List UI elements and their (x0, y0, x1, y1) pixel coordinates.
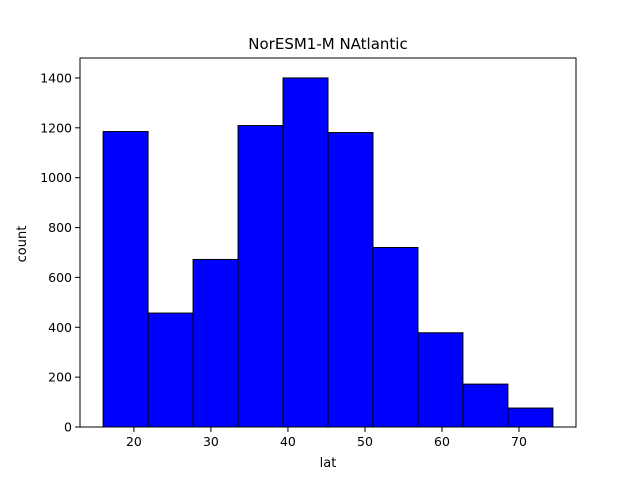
histogram-bar (372, 246, 419, 428)
x-tick-label: 40 (280, 434, 296, 449)
x-tick-label: 60 (434, 434, 450, 449)
y-tick-label: 1000 (40, 170, 72, 185)
histogram-bar (147, 312, 194, 428)
y-tick-label: 600 (48, 270, 72, 285)
bars-group (102, 77, 554, 428)
y-tick-label: 1400 (40, 70, 72, 85)
histogram-bar (507, 407, 554, 428)
y-tick-label: 400 (48, 320, 72, 335)
histogram-bar (237, 125, 284, 428)
histogram-bar (102, 131, 149, 428)
y-axis-ticks: 0 200 400 600 800 1000 1200 1400 (40, 70, 80, 435)
histogram-bar (282, 77, 329, 428)
x-axis-ticks: 20 30 40 50 60 70 (126, 427, 527, 449)
y-axis-label: count (15, 226, 30, 263)
y-tick-label: 1200 (40, 120, 72, 135)
histogram-bar (462, 383, 509, 428)
x-tick-label: 50 (357, 434, 373, 449)
x-tick-label: 20 (126, 434, 142, 449)
x-tick-label: 30 (203, 434, 219, 449)
y-tick-label: 800 (48, 220, 72, 235)
chart-title: NorESM1-M NAtlantic (248, 35, 407, 53)
y-tick-label: 200 (48, 370, 72, 385)
y-tick-label: 0 (64, 420, 72, 435)
histogram-bar (192, 258, 239, 428)
histogram-bar (417, 332, 464, 428)
x-tick-label: 70 (511, 434, 527, 449)
plot-frame (79, 57, 577, 428)
histogram-bar (327, 132, 374, 428)
x-axis-label: lat (320, 456, 337, 471)
